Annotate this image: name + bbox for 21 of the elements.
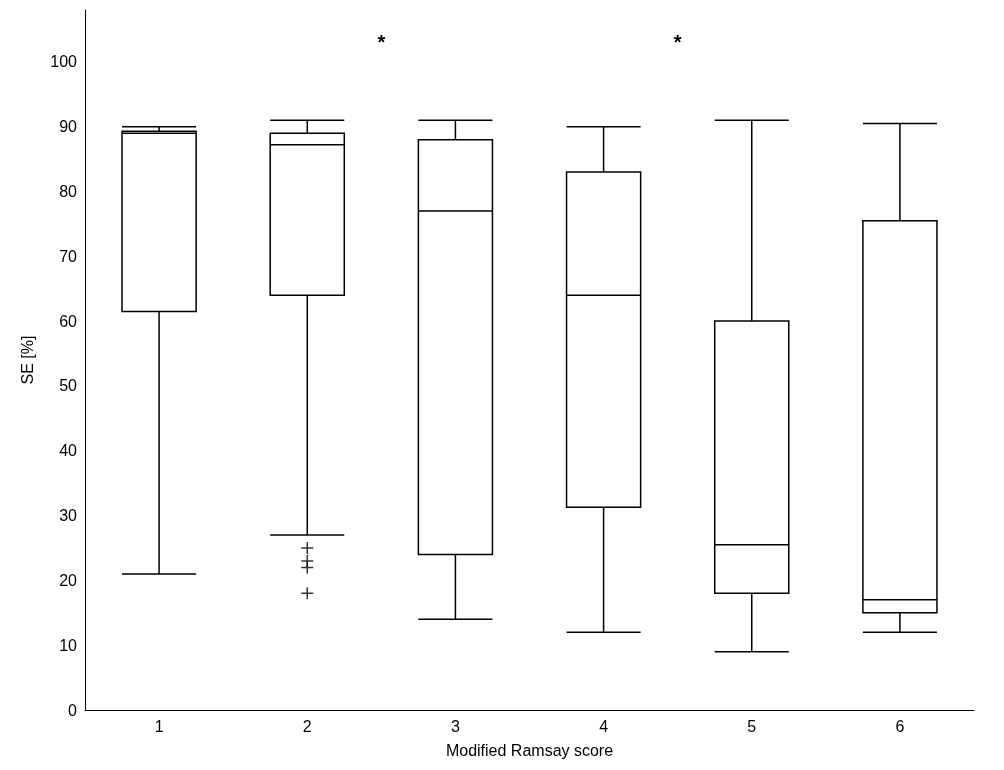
y-tick-label: 30 — [59, 507, 78, 525]
x-tick-label: 2 — [302, 717, 312, 735]
x-tick-label: 4 — [599, 717, 609, 735]
annotation: * — [673, 31, 682, 53]
y-tick-label: 60 — [59, 312, 78, 330]
x-tick-label: 3 — [450, 717, 460, 735]
y-tick-label: 0 — [68, 701, 78, 719]
x-tick-label: 1 — [154, 717, 164, 735]
y-tick-label: 40 — [59, 442, 78, 460]
y-axis-title: SE [%] — [18, 335, 36, 385]
y-tick-label: 20 — [59, 571, 78, 589]
x-tick-label: 6 — [895, 717, 905, 735]
y-tick-label: 100 — [50, 53, 78, 71]
y-tick-label: 70 — [59, 247, 78, 265]
x-axis-title: Modified Ramsay score — [445, 741, 614, 759]
y-tick-label: 10 — [59, 636, 78, 654]
y-tick-label: 90 — [59, 118, 78, 136]
annotation: * — [377, 31, 386, 53]
x-tick-label: 5 — [747, 717, 757, 735]
y-tick-label: 80 — [59, 182, 78, 200]
y-tick-label: 50 — [59, 377, 78, 395]
